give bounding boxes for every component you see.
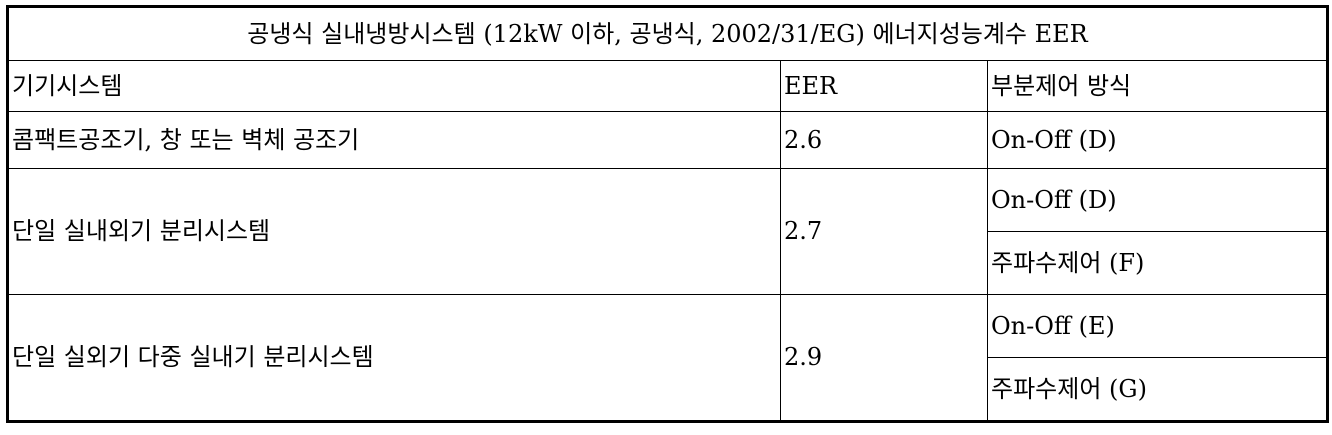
table-row: 콤팩트공조기, 창 또는 벽체 공조기 2.6 On-Off (D) [7, 111, 1329, 169]
cell-system: 단일 실내외기 분리시스템 [7, 168, 781, 295]
table-row: 단일 실내외기 분리시스템 2.7 On-Off (D) [7, 168, 1329, 295]
cell-eer: 2.7 [780, 168, 988, 295]
eer-table-container: 공냉식 실내냉방시스템 (12kW 이하, 공냉식, 2002/31/EG) 에… [6, 5, 1330, 423]
cell-system: 단일 실외기 다중 실내기 분리시스템 [7, 294, 781, 422]
cell-system: 콤팩트공조기, 창 또는 벽체 공조기 [7, 111, 781, 169]
table-header-row: 기기시스템 EER 부분제어 방식 [7, 60, 1329, 112]
cell-control: On-Off (D) [986, 168, 1329, 232]
cell-control: On-Off (E) [986, 294, 1329, 358]
table-row: 주파수제어 (G) [8, 357, 1329, 422]
cell-control: 주파수제어 (F) [986, 231, 1329, 295]
header-control: 부분제어 방식 [986, 60, 1329, 112]
eer-table: 공냉식 실내냉방시스템 (12kW 이하, 공냉식, 2002/31/EG) 에… [6, 5, 1330, 423]
table-row: 주파수제어 (F) [8, 231, 1329, 295]
header-eer: EER [780, 60, 988, 112]
table-title: 공냉식 실내냉방시스템 (12kW 이하, 공냉식, 2002/31/EG) 에… [6, 6, 1329, 61]
cell-eer: 2.9 [780, 294, 988, 422]
cell-control: 주파수제어 (G) [986, 357, 1329, 422]
header-system: 기기시스템 [7, 60, 781, 112]
table-row: 단일 실외기 다중 실내기 분리시스템 2.9 On-Off (E) [7, 294, 1329, 422]
cell-eer: 2.6 [780, 111, 988, 169]
table-title-row: 공냉식 실내냉방시스템 (12kW 이하, 공냉식, 2002/31/EG) 에… [6, 6, 1329, 61]
cell-control: On-Off (D) [986, 111, 1329, 169]
